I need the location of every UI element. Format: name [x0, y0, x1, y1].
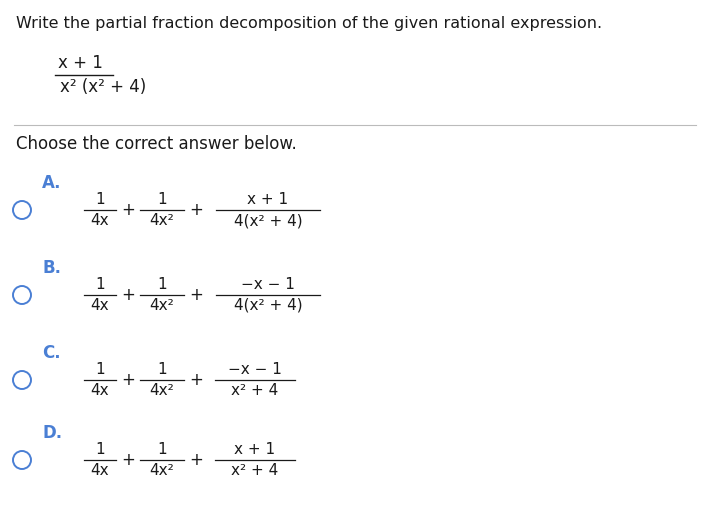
Text: x² + 4: x² + 4 [231, 463, 278, 478]
Text: 4x: 4x [91, 298, 109, 313]
Text: 4x²: 4x² [150, 463, 175, 478]
Text: x² + 4: x² + 4 [231, 383, 278, 398]
Text: A.: A. [42, 174, 62, 192]
Text: 1: 1 [157, 362, 167, 377]
Text: D.: D. [42, 424, 62, 442]
Text: 4(x² + 4): 4(x² + 4) [234, 213, 302, 228]
Text: 4(x² + 4): 4(x² + 4) [234, 298, 302, 313]
Text: Write the partial fraction decomposition of the given rational expression.: Write the partial fraction decomposition… [16, 16, 602, 31]
Text: 1: 1 [95, 192, 105, 207]
Text: +: + [189, 451, 203, 469]
Text: x + 1: x + 1 [234, 442, 275, 457]
Text: 1: 1 [157, 442, 167, 457]
Text: +: + [189, 286, 203, 304]
Text: 1: 1 [157, 192, 167, 207]
Text: +: + [121, 371, 135, 389]
Text: 4x: 4x [91, 383, 109, 398]
Text: 1: 1 [95, 362, 105, 377]
Text: +: + [121, 286, 135, 304]
Text: x² (x² + 4): x² (x² + 4) [60, 78, 146, 96]
Text: 4x: 4x [91, 463, 109, 478]
Text: −x − 1: −x − 1 [241, 277, 295, 292]
Text: 1: 1 [95, 277, 105, 292]
Text: −x − 1: −x − 1 [228, 362, 282, 377]
Text: B.: B. [42, 259, 61, 277]
Text: 4x²: 4x² [150, 383, 175, 398]
Text: +: + [189, 371, 203, 389]
Text: 1: 1 [95, 442, 105, 457]
Text: Choose the correct answer below.: Choose the correct answer below. [16, 135, 297, 153]
Text: C.: C. [42, 344, 60, 362]
Text: x + 1: x + 1 [58, 54, 102, 72]
Text: 1: 1 [157, 277, 167, 292]
Text: 4x²: 4x² [150, 213, 175, 228]
Text: +: + [189, 201, 203, 219]
Text: +: + [121, 451, 135, 469]
Text: +: + [121, 201, 135, 219]
Text: 4x²: 4x² [150, 298, 175, 313]
Text: x + 1: x + 1 [248, 192, 288, 207]
Text: 4x: 4x [91, 213, 109, 228]
